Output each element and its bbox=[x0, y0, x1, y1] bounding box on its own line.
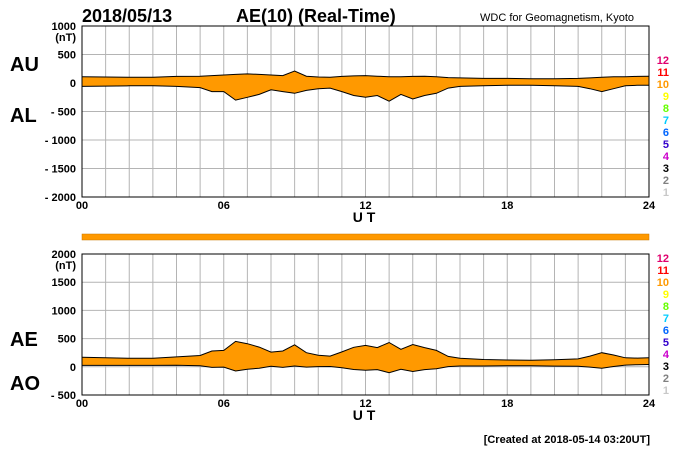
legend-station-5: 5 bbox=[663, 139, 669, 151]
legend-station-3: 3 bbox=[663, 163, 669, 175]
y-tick-label: 1000 bbox=[52, 305, 76, 317]
x-tick-label: 24 bbox=[643, 200, 656, 212]
y-tick-label: - 1500 bbox=[45, 164, 76, 176]
y-tick-label: - 500 bbox=[51, 390, 76, 402]
chart-title: AE(10) (Real-Time) bbox=[236, 6, 396, 26]
legend-station-12: 12 bbox=[657, 253, 669, 265]
x-tick-label: 12 bbox=[359, 200, 371, 212]
legend-station-9: 9 bbox=[663, 91, 669, 103]
legend-station-6: 6 bbox=[663, 325, 669, 337]
envelope-area bbox=[82, 341, 649, 373]
legend-station-6: 6 bbox=[663, 127, 669, 139]
y-tick-label: 500 bbox=[58, 334, 76, 346]
series-line-ae bbox=[81, 340, 650, 361]
y-tick-label: 500 bbox=[58, 50, 76, 62]
panel1-lower-label: AL bbox=[10, 105, 37, 127]
legend-station-3: 3 bbox=[663, 361, 669, 373]
y-tick-label: 0 bbox=[70, 362, 76, 374]
legend-station-9: 9 bbox=[663, 289, 669, 301]
y-tick-label: 0 bbox=[70, 78, 76, 90]
panel2-upper-label: AE bbox=[10, 329, 38, 351]
data-source: WDC for Geomagnetism, Kyoto bbox=[480, 12, 634, 24]
y-tick-label: - 2000 bbox=[45, 192, 76, 204]
legend-station-12: 12 bbox=[657, 55, 669, 67]
series-line-au bbox=[81, 70, 650, 80]
y-tick-label: 2000 bbox=[52, 249, 76, 261]
divider-bar bbox=[81, 233, 650, 241]
legend-station-10: 10 bbox=[657, 79, 669, 91]
x-tick-label: 06 bbox=[218, 398, 230, 410]
legend-station-2: 2 bbox=[663, 175, 669, 187]
created-stamp: [Created at 2018-05-14 03:20UT] bbox=[484, 434, 651, 446]
x-tick-label: 24 bbox=[643, 398, 656, 410]
panel1-upper-label: AU bbox=[10, 54, 39, 76]
panel2-lower-label: AO bbox=[10, 373, 40, 395]
chart-date: 2018/05/13 bbox=[82, 6, 172, 26]
legend-station-5: 5 bbox=[663, 337, 669, 349]
panel2-xaxis-label: U T bbox=[353, 407, 376, 423]
legend-station-11: 11 bbox=[657, 265, 669, 277]
legend-station-7: 7 bbox=[663, 115, 669, 127]
plot-frame bbox=[81, 253, 650, 396]
series-line-al bbox=[81, 84, 649, 102]
x-tick-label: 06 bbox=[218, 200, 230, 212]
legend-station-7: 7 bbox=[663, 313, 669, 325]
legend-station-4: 4 bbox=[663, 151, 670, 163]
legend-station-4: 4 bbox=[663, 349, 670, 361]
legend-station-8: 8 bbox=[663, 301, 669, 313]
legend-station-1: 1 bbox=[663, 385, 669, 397]
y-tick-label: - 1000 bbox=[45, 135, 76, 147]
x-tick-label: 18 bbox=[501, 398, 513, 410]
x-tick-label: 18 bbox=[501, 200, 513, 212]
panel1-xaxis-label: U T bbox=[353, 209, 376, 225]
panel1-unit-label: (nT) bbox=[55, 32, 76, 44]
y-tick-label: - 500 bbox=[51, 107, 76, 119]
y-tick-label: 1500 bbox=[52, 277, 76, 289]
legend-station-8: 8 bbox=[663, 103, 669, 115]
x-tick-label: 00 bbox=[76, 398, 88, 410]
y-tick-label: 1000 bbox=[52, 21, 76, 33]
plot-frame bbox=[81, 25, 650, 198]
x-tick-label: 00 bbox=[76, 200, 88, 212]
panel2-unit-label: (nT) bbox=[55, 260, 76, 272]
legend-station-11: 11 bbox=[657, 67, 669, 79]
legend-station-2: 2 bbox=[663, 373, 669, 385]
legend-station-10: 10 bbox=[657, 277, 669, 289]
x-tick-label: 12 bbox=[359, 398, 371, 410]
series-line-ao bbox=[82, 364, 650, 374]
legend-station-1: 1 bbox=[663, 187, 669, 199]
